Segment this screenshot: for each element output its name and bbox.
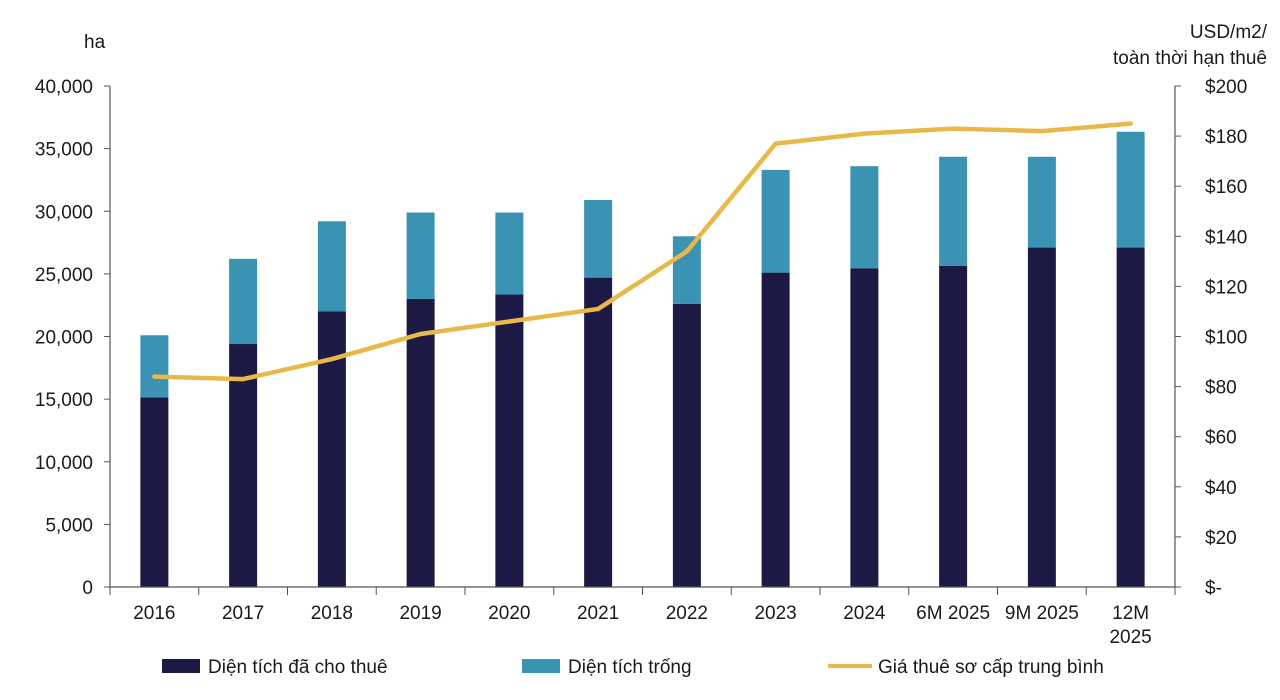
line-price-point-4 <box>418 331 423 337</box>
line-price-point-2 <box>240 376 246 382</box>
right-tick-label: $60 <box>1205 428 1237 449</box>
x-tick-label: 2017 <box>222 603 264 624</box>
bar-vacant-3 <box>317 221 346 312</box>
right-axis-title: toàn thời hạn thuê <box>1113 48 1267 69</box>
legend: Diện tích đã cho thuê Diện tích trống Giá … <box>162 657 1104 678</box>
bar-leased-2 <box>229 344 258 587</box>
right-tick-label: $180 <box>1205 127 1247 148</box>
right-tick-label: $20 <box>1205 528 1237 549</box>
bar-leased-5 <box>495 294 524 587</box>
x-tick-label: 2022 <box>666 603 708 624</box>
bar-vacant-11 <box>1027 156 1056 248</box>
bar-leased-12 <box>1116 247 1145 587</box>
right-tick-label: $160 <box>1205 177 1247 198</box>
bar-leased-1 <box>140 397 169 587</box>
right-tick-label: $100 <box>1205 328 1247 349</box>
bar-leased-10 <box>939 265 968 587</box>
line-price-point-12 <box>1128 121 1133 126</box>
left-axis-title: ha <box>84 32 106 53</box>
bar-vacant-6 <box>584 199 613 278</box>
line-price-series <box>152 121 1133 382</box>
left-tick-label: 25,000 <box>35 265 93 286</box>
bar-vacant-9 <box>850 166 879 269</box>
left-tick-label: 10,000 <box>35 453 93 474</box>
x-tick-label: 2023 <box>754 603 796 624</box>
line-price-point-3 <box>329 356 335 362</box>
bar-vacant-8 <box>761 169 790 273</box>
left-tick-label: 20,000 <box>35 328 93 349</box>
x-tick-label: 6M 2025 <box>916 603 990 624</box>
legend-vacant-swatch <box>522 659 560 673</box>
labels-layer: 0 5,000 10,000 15,000 20,000 25,000 30,000 35,0… <box>35 22 1268 648</box>
x-tick-label: 2021 <box>577 603 619 624</box>
legend-price-label: Giá thuê sơ cấp trung bình <box>878 657 1104 678</box>
bar-vacant-7 <box>672 236 701 304</box>
left-tick-label: 35,000 <box>35 140 93 161</box>
bar-leased-8 <box>761 272 790 587</box>
line-price-point-9 <box>862 131 867 136</box>
legend-leased-swatch <box>162 659 200 673</box>
x-tick-label: 2020 <box>488 603 530 624</box>
left-tick-label: 40,000 <box>35 77 93 98</box>
right-tick-label: $40 <box>1205 478 1237 499</box>
bar-vacant-5 <box>495 212 524 295</box>
legend-vacant-label: Diện tích trống <box>568 657 692 678</box>
line-price-point-6 <box>595 306 601 312</box>
left-tick-label: 30,000 <box>35 202 93 223</box>
bar-leased-7 <box>672 303 701 587</box>
bar-vacant-1 <box>140 335 169 398</box>
right-tick-label: $120 <box>1205 277 1247 298</box>
line-price-point-11 <box>1039 128 1045 134</box>
line-layer <box>152 121 1133 382</box>
bar-vacant-4 <box>406 212 435 299</box>
bar-leased-9 <box>850 268 879 587</box>
bar-vacant-10 <box>939 156 968 266</box>
line-price-point-5 <box>507 319 512 324</box>
axes-layer <box>104 85 1181 595</box>
x-tick-label: 2018 <box>311 603 353 624</box>
bar-leased-11 <box>1027 247 1056 587</box>
line-price-point-7 <box>684 249 690 254</box>
bar-leased-4 <box>406 298 435 587</box>
right-tick-label: $80 <box>1205 378 1237 399</box>
right-axis-title: USD/m2/ <box>1190 22 1268 43</box>
bar-vacant-12 <box>1116 131 1145 248</box>
x-tick-label: 2024 <box>843 603 886 624</box>
x-tick-label: 2025 <box>1109 627 1151 648</box>
x-tick-label: 12M <box>1112 603 1149 624</box>
right-tick-label: $140 <box>1205 227 1247 248</box>
bar-leased-3 <box>317 311 346 587</box>
x-tick-label: 2019 <box>399 603 441 624</box>
bar-leased-6 <box>584 277 613 587</box>
x-tick-label: 9M 2025 <box>1005 603 1079 624</box>
left-tick-label: 15,000 <box>35 390 93 411</box>
line-price-point-8 <box>773 141 778 146</box>
right-tick-label: $200 <box>1205 77 1247 98</box>
bar-vacant-2 <box>229 258 258 345</box>
left-tick-label: 5,000 <box>45 515 93 536</box>
line-price-point-1 <box>152 374 157 379</box>
bars-layer <box>140 131 1145 587</box>
x-tick-label: 2016 <box>133 603 175 624</box>
line-price-point-10 <box>950 126 956 131</box>
left-tick-label: 0 <box>82 578 93 599</box>
legend-leased-label: Diện tích đã cho thuê <box>208 657 388 678</box>
right-tick-label: $- <box>1205 578 1222 599</box>
